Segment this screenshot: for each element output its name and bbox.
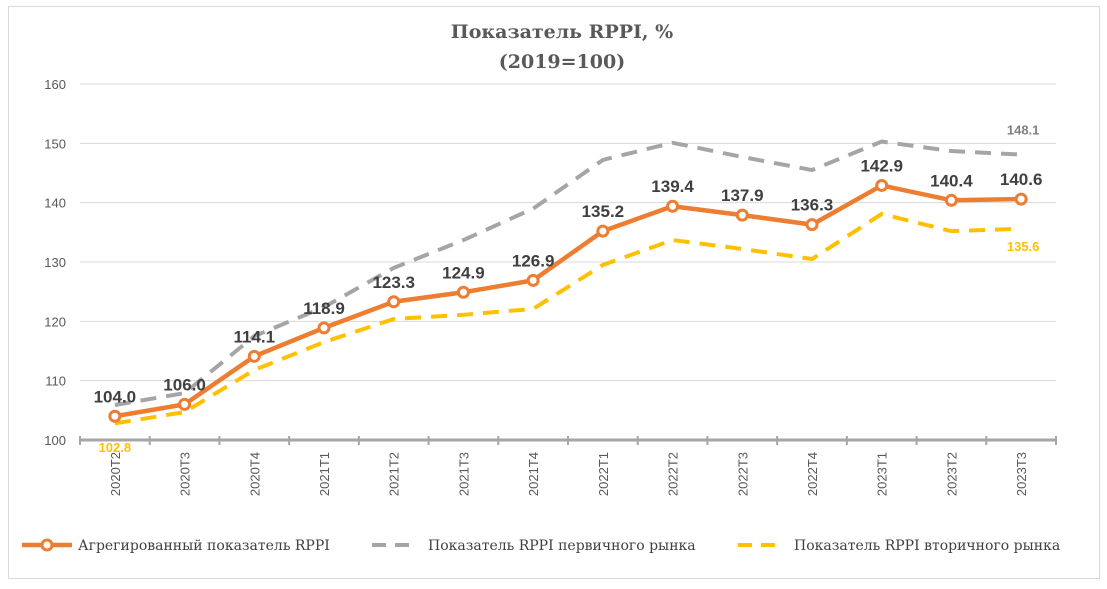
y-tick-label: 100 (44, 433, 66, 448)
data-point (526, 273, 540, 287)
data-label: 124.9 (442, 263, 485, 282)
data-point (944, 193, 958, 207)
data-point (178, 397, 192, 411)
data-label: 139.4 (651, 177, 694, 196)
data-point (666, 199, 680, 213)
data-label: 142.9 (860, 156, 903, 175)
x-tick-label: 2023T2 (944, 452, 959, 496)
series-line-aggregated (114, 183, 1022, 419)
x-tick-label: 2023T3 (1014, 452, 1029, 496)
x-tick-label: 2022T2 (666, 452, 681, 496)
x-tick-label: 2022T4 (805, 452, 820, 496)
data-point (387, 295, 401, 309)
x-tick-label: 2021T3 (456, 452, 471, 496)
data-point (247, 349, 261, 363)
data-label: 137.9 (721, 186, 764, 205)
x-tick-label: 2022T1 (596, 452, 611, 496)
chart-subtitle: (2019=100) (499, 51, 625, 73)
legend-label: Показатель RPPI вторичного рынка (794, 538, 1060, 554)
data-label: 135.2 (582, 202, 625, 221)
x-tick-label: 2020T2 (108, 452, 123, 496)
y-tick-label: 150 (44, 136, 66, 151)
data-label: 104.0 (94, 387, 137, 406)
x-tick-label: 2023T1 (875, 452, 890, 496)
series-line-secondary (114, 211, 1022, 426)
data-label-secondary-first: 102.8 (99, 440, 132, 455)
y-tick-label: 160 (44, 77, 66, 92)
chart-frame (8, 6, 1100, 579)
y-tick-label: 130 (44, 255, 66, 270)
x-tick-label: 2021T1 (317, 452, 332, 496)
data-label: 136.3 (791, 196, 834, 215)
data-label: 114.1 (233, 327, 275, 346)
x-tick-label: 2022T3 (735, 452, 750, 496)
data-point (456, 285, 470, 299)
data-point (317, 321, 331, 335)
x-tick-label: 2020T4 (247, 452, 262, 496)
legend-label: Агрегированный показатель RPPI (78, 538, 330, 554)
data-point (875, 178, 889, 192)
x-tick-label: 2020T3 (178, 452, 193, 496)
y-tick-label: 110 (45, 374, 66, 389)
data-point (108, 409, 122, 423)
data-point (805, 218, 819, 232)
x-tick-label: 2021T2 (387, 452, 402, 496)
x-tick-label: 2021T4 (526, 452, 541, 496)
data-label: 140.4 (930, 171, 973, 190)
data-point (596, 224, 610, 238)
data-label: 140.6 (1000, 170, 1043, 189)
data-point (735, 208, 749, 222)
data-label: 123.3 (372, 273, 415, 292)
data-label: 118.9 (303, 299, 345, 318)
data-label: 106.0 (163, 375, 206, 394)
legend-marker (40, 538, 54, 552)
chart-title: Показатель RPPI, % (451, 21, 673, 43)
data-point (1014, 192, 1028, 206)
data-label-secondary: 135.6 (1007, 239, 1040, 254)
y-tick-label: 140 (44, 196, 66, 211)
legend-label: Показатель RPPI первичного рынка (428, 538, 696, 554)
y-tick-label: 120 (44, 314, 66, 329)
data-label-primary: 148.1 (1007, 123, 1040, 138)
data-label: 126.9 (512, 251, 555, 270)
